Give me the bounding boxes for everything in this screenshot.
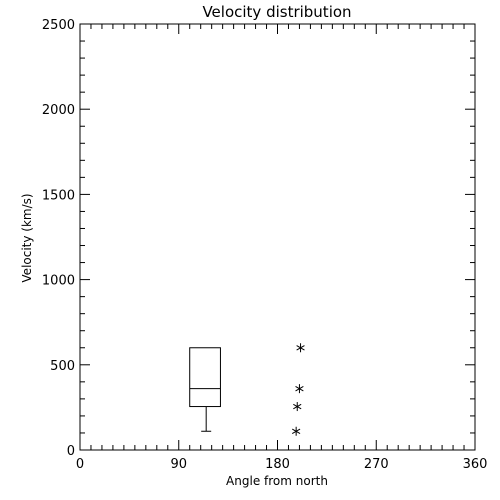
outlier-stroke: [293, 403, 302, 410]
y-tick-label: 0: [67, 444, 75, 459]
outlier-stroke: [295, 385, 304, 392]
y-tick-label: 2500: [42, 18, 75, 33]
box-iqr: [189, 347, 221, 408]
x-tick-label: 180: [265, 457, 290, 472]
x-axis-label: Angle from north: [226, 474, 328, 488]
outlier-stroke: [291, 428, 301, 434]
x-tick-label: 360: [463, 457, 488, 472]
y-tick-label: 2000: [42, 103, 75, 118]
y-tick-label: 1000: [42, 274, 75, 289]
chart-title: Velocity distribution: [202, 3, 351, 21]
y-tick-label: 1500: [42, 188, 75, 203]
axes-group: 0 90 180 270 360 0 500 1000 1500 2000 2500: [42, 18, 488, 472]
outlier-point: [295, 384, 304, 394]
outlier-point: [296, 343, 305, 353]
outlier-point: [291, 426, 301, 436]
x-tick-label: 90: [170, 457, 187, 472]
outlier-point: [293, 402, 302, 412]
x-tick-label: 0: [76, 457, 84, 472]
y-axis-label: Velocity (km/s): [20, 193, 34, 282]
outlier-stroke: [296, 345, 305, 351]
plot-marks: [189, 343, 305, 436]
x-tick-label: 270: [364, 457, 389, 472]
y-tick-label: 500: [50, 359, 75, 374]
